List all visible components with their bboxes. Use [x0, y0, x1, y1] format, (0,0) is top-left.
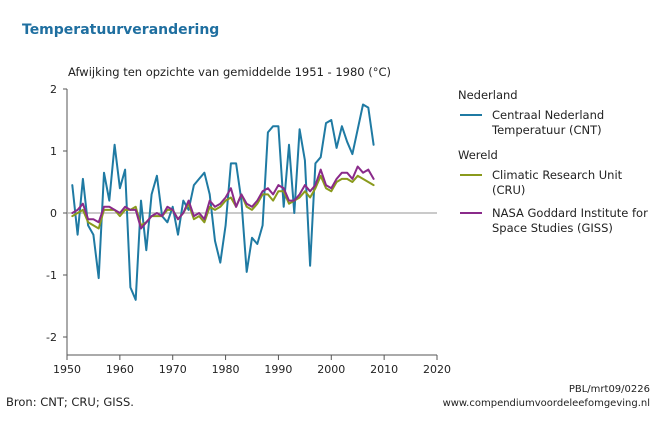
x-tick-label: 1960 — [106, 363, 134, 376]
x-tick-label: 1970 — [159, 363, 187, 376]
chart-axes: -2 -1 0 1 2 1950 1960 1970 1980 1990 2000 2010 2020 — [46, 83, 451, 376]
legend-item-cnt: Centraal Nederland Temperatuur (CNT) — [452, 108, 657, 138]
legend-item-giss: NASA Goddard Institute for Space Studies… — [452, 206, 657, 236]
series-line-0 — [71, 103, 375, 301]
x-tick-label: 2020 — [423, 363, 451, 376]
footer-url: www.compendiumvoordeleefomgeving.nl — [442, 398, 650, 409]
series-line-1 — [71, 174, 375, 230]
legend-swatch-giss — [460, 212, 482, 214]
legend-heading-wereld: Wereld — [458, 148, 498, 162]
legend-swatch-cru — [460, 174, 482, 176]
series-line-2 — [71, 165, 375, 230]
footer: PBL/mrt09/0226 www.compendiumvoordeleefo… — [443, 383, 650, 411]
x-tick-label: 2000 — [317, 363, 345, 376]
chart-subtitle: Afwijking ten opzichte van gemiddelde 19… — [68, 65, 392, 79]
legend-label-giss: NASA Goddard Institute for Space Studies… — [492, 206, 648, 235]
y-tick-label: 1 — [50, 145, 57, 158]
footer-code: PBL/mrt09/0226 — [568, 384, 650, 395]
legend-heading-nederland: Nederland — [458, 88, 518, 102]
chart-series — [71, 103, 375, 301]
legend-item-cru: Climatic Research Unit (CRU) — [452, 168, 657, 198]
x-tick-label: 1980 — [212, 363, 240, 376]
x-tick-label: 1990 — [264, 363, 292, 376]
legend-label-cnt: Centraal Nederland Temperatuur (CNT) — [492, 108, 605, 137]
x-tick-label: 2010 — [370, 363, 398, 376]
x-tick-label: 1950 — [53, 363, 81, 376]
y-tick-label: -2 — [46, 331, 57, 344]
source-text: Bron: CNT; CRU; GISS. — [6, 395, 134, 409]
legend-label-cru: Climatic Research Unit (CRU) — [492, 168, 623, 197]
page-title: Temperatuurverandering — [22, 22, 220, 38]
y-tick-label: 0 — [50, 207, 57, 220]
legend-swatch-cnt — [460, 114, 482, 116]
chart-legend: Nederland Centraal Nederland Temperatuur… — [452, 86, 657, 236]
y-tick-label: -1 — [46, 269, 57, 282]
y-tick-label: 2 — [50, 83, 57, 96]
